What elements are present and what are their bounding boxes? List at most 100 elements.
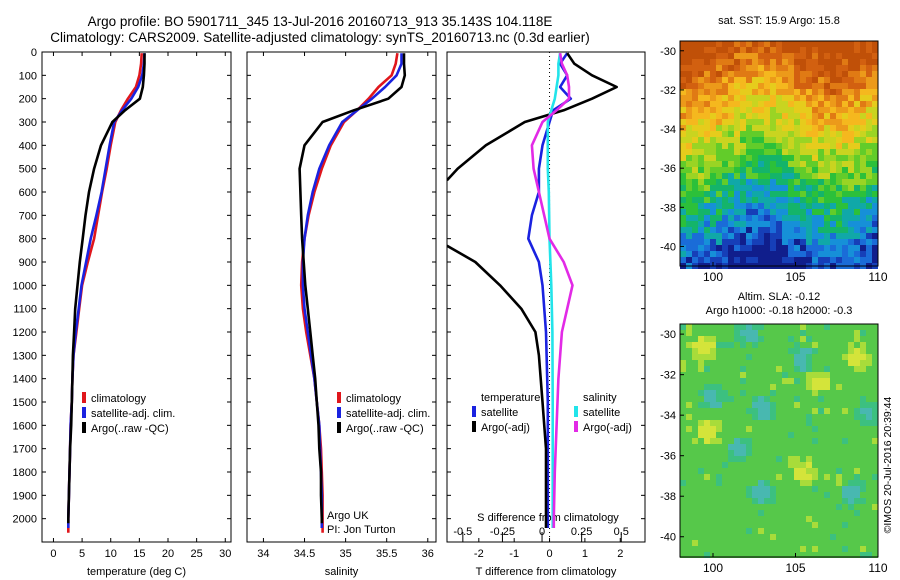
heatmap-cell	[770, 95, 776, 101]
heatmap-cell	[710, 239, 716, 245]
heatmap-cell	[710, 384, 716, 390]
heatmap-cell	[812, 504, 818, 510]
heatmap-cell	[836, 251, 842, 257]
heatmap-cell	[872, 420, 878, 426]
heatmap-cell	[812, 456, 818, 462]
heatmap-cell	[734, 348, 740, 354]
heatmap-cell	[746, 47, 752, 53]
heatmap-cell	[854, 125, 860, 131]
heatmap-cell	[680, 480, 686, 486]
heatmap-cell	[680, 330, 686, 336]
heatmap-cell	[722, 534, 728, 540]
heatmap-cell	[698, 414, 704, 420]
heatmap-cell	[740, 59, 746, 65]
heatmap-cell	[770, 348, 776, 354]
heatmap-cell	[776, 251, 782, 257]
heatmap-cell	[722, 125, 728, 131]
heatmap-cell	[734, 233, 740, 239]
heatmap-cell	[764, 396, 770, 402]
heatmap-cell	[782, 528, 788, 534]
heatmap-cell	[854, 245, 860, 251]
heatmap-cell	[830, 185, 836, 191]
heatmap-cell	[836, 257, 842, 263]
heatmap-cell	[734, 342, 740, 348]
heatmap-cell	[794, 552, 800, 558]
heatmap-cell	[704, 426, 710, 432]
heatmap-cell	[872, 372, 878, 378]
heatmap-cell	[782, 149, 788, 155]
heatmap-cell	[728, 462, 734, 468]
heatmap-cell	[722, 119, 728, 125]
heatmap-cell	[848, 251, 854, 257]
heatmap-cell	[770, 456, 776, 462]
heatmap-cell	[806, 155, 812, 161]
heatmap-cell	[716, 444, 722, 450]
heatmap-cell	[782, 468, 788, 474]
heatmap-cell	[848, 336, 854, 342]
heatmap-cell	[866, 348, 872, 354]
heatmap-cell	[728, 384, 734, 390]
heatmap-cell	[866, 342, 872, 348]
heatmap-cell	[758, 191, 764, 197]
heatmap-cell	[866, 71, 872, 77]
heatmap-cell	[680, 408, 686, 414]
heatmap-cell	[746, 131, 752, 137]
heatmap-cell	[806, 444, 812, 450]
depth-tick-label: 200	[19, 94, 37, 106]
heatmap-cell	[782, 426, 788, 432]
heatmap-cell	[752, 360, 758, 366]
heatmap-cell	[728, 89, 734, 95]
heatmap-cell	[704, 125, 710, 131]
heatmap-cell	[836, 456, 842, 462]
heatmap-cell	[740, 378, 746, 384]
heatmap-cell	[770, 396, 776, 402]
heatmap-cell	[728, 47, 734, 53]
heatmap-cell	[830, 504, 836, 510]
heatmap-cell	[866, 462, 872, 468]
heatmap-cell	[746, 179, 752, 185]
heatmap-cell	[734, 227, 740, 233]
heatmap-cell	[704, 251, 710, 257]
heatmap-cell	[788, 65, 794, 71]
legend-label: satellite	[481, 407, 518, 419]
heatmap-cell	[704, 420, 710, 426]
heatmap-cell	[848, 257, 854, 263]
heatmap-cell	[740, 402, 746, 408]
heatmap-cell	[854, 41, 860, 47]
heatmap-cell	[848, 179, 854, 185]
heatmap-cell	[872, 179, 878, 185]
depth-tick-label: 600	[19, 187, 37, 199]
heatmap-cell	[716, 47, 722, 53]
heatmap-cell	[866, 390, 872, 396]
heatmap-cell	[716, 149, 722, 155]
heatmap-cell	[722, 173, 728, 179]
sla-map-title-line1: Altim. SLA: -0.12	[737, 291, 821, 303]
heatmap-cell	[686, 384, 692, 390]
heatmap-cell	[854, 185, 860, 191]
heatmap-cell	[866, 432, 872, 438]
heatmap-cell	[704, 480, 710, 486]
heatmap-cell	[686, 53, 692, 59]
heatmap-cell	[854, 233, 860, 239]
heatmap-cell	[788, 83, 794, 89]
heatmap-cell	[704, 95, 710, 101]
heatmap-cell	[812, 71, 818, 77]
heatmap-cell	[800, 342, 806, 348]
heatmap-cell	[734, 474, 740, 480]
heatmap-cell	[812, 203, 818, 209]
profile-line-temperature-satellite	[527, 52, 573, 528]
heatmap-cell	[836, 486, 842, 492]
heatmap-cell	[788, 552, 794, 558]
heatmap-cell	[836, 444, 842, 450]
heatmap-cell	[710, 179, 716, 185]
heatmap-cell	[806, 89, 812, 95]
heatmap-cell	[824, 450, 830, 456]
heatmap-cell	[716, 480, 722, 486]
heatmap-cell	[866, 402, 872, 408]
heatmap-cell	[782, 221, 788, 227]
heatmap-cell	[746, 197, 752, 203]
heatmap-cell	[680, 173, 686, 179]
heatmap-cell	[710, 101, 716, 107]
heatmap-cell	[860, 113, 866, 119]
heatmap-cell	[704, 257, 710, 263]
